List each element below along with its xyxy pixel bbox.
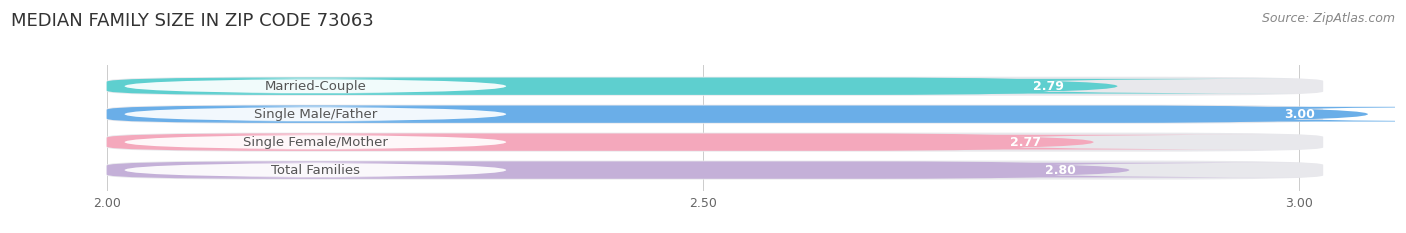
FancyBboxPatch shape bbox=[107, 106, 1299, 123]
FancyBboxPatch shape bbox=[125, 162, 506, 178]
Text: 2.77: 2.77 bbox=[1010, 136, 1040, 149]
FancyBboxPatch shape bbox=[107, 77, 1323, 96]
FancyBboxPatch shape bbox=[803, 79, 1295, 94]
Text: Single Male/Father: Single Male/Father bbox=[253, 108, 377, 121]
Text: Single Female/Mother: Single Female/Mother bbox=[243, 136, 388, 149]
Text: Total Families: Total Families bbox=[271, 164, 360, 177]
FancyBboxPatch shape bbox=[107, 161, 1323, 180]
Text: 2.79: 2.79 bbox=[1033, 80, 1064, 93]
FancyBboxPatch shape bbox=[779, 135, 1271, 150]
FancyBboxPatch shape bbox=[107, 105, 1323, 124]
FancyBboxPatch shape bbox=[1053, 107, 1406, 122]
Text: 3.00: 3.00 bbox=[1284, 108, 1315, 121]
FancyBboxPatch shape bbox=[107, 133, 1323, 152]
Text: MEDIAN FAMILY SIZE IN ZIP CODE 73063: MEDIAN FAMILY SIZE IN ZIP CODE 73063 bbox=[11, 12, 374, 30]
FancyBboxPatch shape bbox=[125, 79, 506, 94]
FancyBboxPatch shape bbox=[107, 161, 1060, 179]
FancyBboxPatch shape bbox=[815, 163, 1306, 178]
Text: Married-Couple: Married-Couple bbox=[264, 80, 367, 93]
FancyBboxPatch shape bbox=[107, 134, 1025, 151]
Text: Source: ZipAtlas.com: Source: ZipAtlas.com bbox=[1261, 12, 1395, 25]
FancyBboxPatch shape bbox=[107, 78, 1049, 95]
FancyBboxPatch shape bbox=[125, 134, 506, 150]
FancyBboxPatch shape bbox=[125, 106, 506, 122]
Text: 2.80: 2.80 bbox=[1046, 164, 1076, 177]
